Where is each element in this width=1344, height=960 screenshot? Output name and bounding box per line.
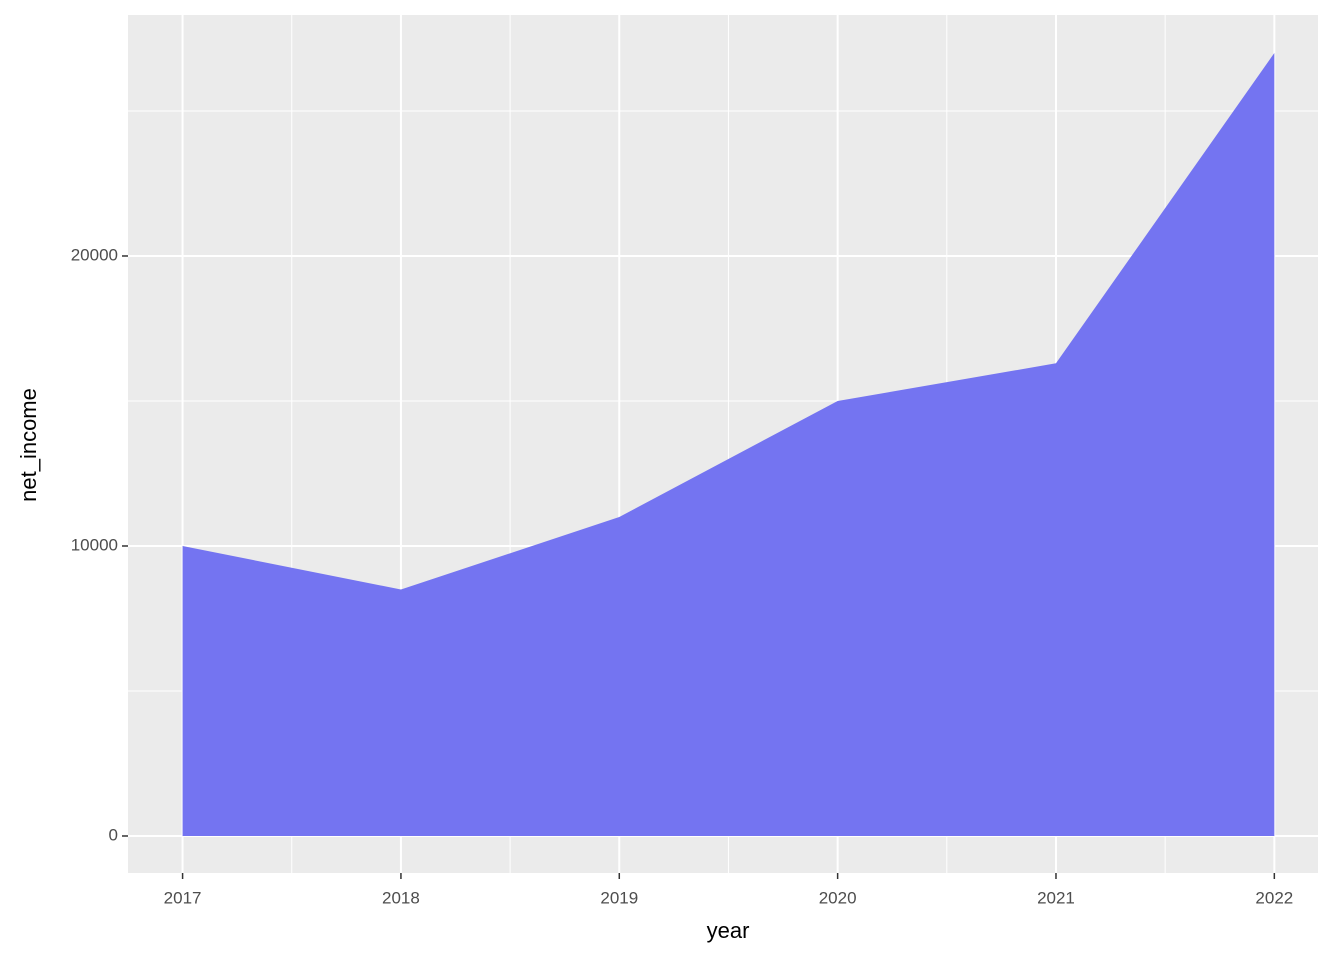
x-tick-label: 2017: [164, 888, 202, 907]
x-tick-label: 2021: [1037, 888, 1075, 907]
y-tick-label: 0: [109, 825, 118, 844]
area: [182, 52, 1275, 836]
y-axis-title: net_income: [16, 388, 41, 502]
y-tick-label: 20000: [71, 245, 118, 264]
x-axis-title: year: [707, 918, 750, 943]
y-tick-label: 10000: [71, 535, 118, 554]
x-tick-label: 2020: [819, 888, 857, 907]
x-tick-label: 2018: [382, 888, 420, 907]
x-tick-label: 2019: [600, 888, 638, 907]
x-tick-label: 2022: [1255, 888, 1293, 907]
